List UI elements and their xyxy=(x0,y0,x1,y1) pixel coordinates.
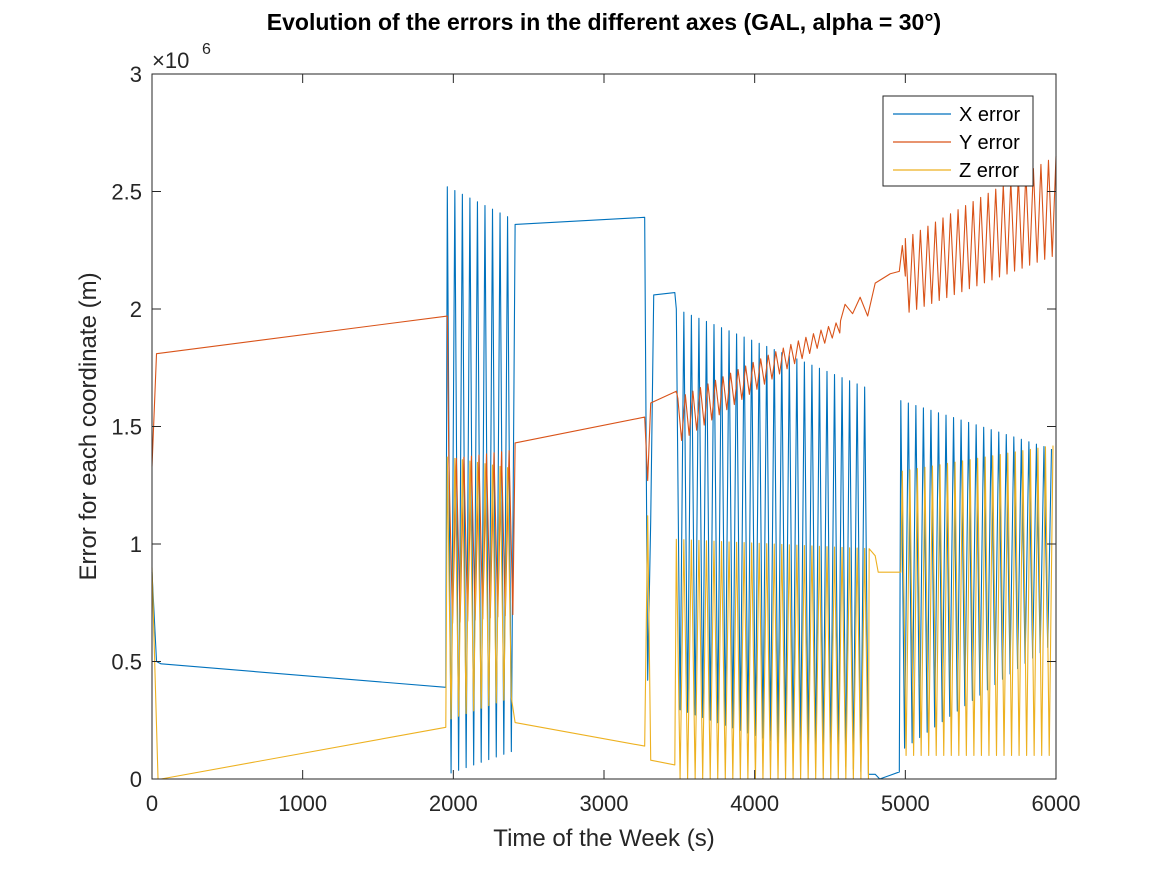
legend-label-z-error: Z error xyxy=(959,160,1019,182)
series-x-error xyxy=(151,186,1053,780)
y-tick-label: 0 xyxy=(130,767,142,792)
x-axis-label: Time of the Week (s) xyxy=(493,825,714,852)
y-axis-exponent: ×10 6 xyxy=(152,41,211,73)
series-layer xyxy=(151,156,1057,780)
legend: X error Y error Z error xyxy=(882,95,1034,187)
y-tick-label: 2.5 xyxy=(111,180,142,205)
y-exponent-power: 6 xyxy=(202,41,211,58)
series-line-y-error xyxy=(151,156,1057,624)
x-tick-label: 2000 xyxy=(429,791,478,816)
y-tick-label: 2 xyxy=(130,297,142,322)
legend-label-x-error: X error xyxy=(959,104,1020,126)
series-y-error xyxy=(151,156,1057,624)
legend-box xyxy=(882,95,1034,187)
x-tick-label: 1000 xyxy=(278,791,327,816)
x-tick-label: 5000 xyxy=(881,791,930,816)
series-line-x-error xyxy=(151,186,1053,780)
y-tick-label: 1.5 xyxy=(111,415,142,440)
y-tick-label: 3 xyxy=(130,62,142,87)
series-z-error xyxy=(151,445,1054,780)
series-line-z-error xyxy=(151,445,1054,780)
y-axis-ticks: 0 0.5 1 1.5 2 2.5 3 xyxy=(111,62,1056,792)
y-exponent-base: ×10 xyxy=(152,48,189,73)
x-tick-label: 4000 xyxy=(730,791,779,816)
x-tick-label: 3000 xyxy=(580,791,629,816)
x-tick-label: 0 xyxy=(146,791,158,816)
x-tick-label: 6000 xyxy=(1032,791,1081,816)
legend-label-y-error: Y error xyxy=(959,132,1020,154)
chart-title: Evolution of the errors in the different… xyxy=(267,9,941,35)
y-axis-label: Error for each coordinate (m) xyxy=(75,272,102,580)
x-axis-ticks: 0 1000 2000 3000 4000 5000 6000 xyxy=(146,74,1081,816)
y-tick-label: 1 xyxy=(130,532,142,557)
y-tick-label: 0.5 xyxy=(111,650,142,675)
